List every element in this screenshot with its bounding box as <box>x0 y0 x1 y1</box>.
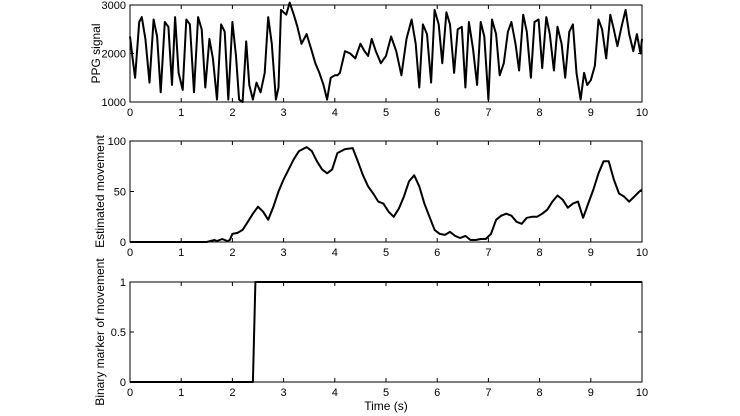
x-tick-label: 4 <box>332 247 338 259</box>
series-binary-marker <box>130 281 642 383</box>
x-tick-label: 1 <box>178 387 184 399</box>
x-tick-label: 2 <box>229 107 235 119</box>
x-tick-label: 10 <box>636 107 648 119</box>
x-tick-label: 6 <box>434 387 440 399</box>
x-tick-label: 5 <box>383 247 389 259</box>
x-tick-label: 8 <box>537 387 543 399</box>
y-tick-label: 2000 <box>102 49 126 61</box>
x-tick-label: 3 <box>281 387 287 399</box>
panel-ppg: 0 1 2 3 4 5 6 7 8 9 10 1000 2000 3000 PPG signal <box>89 0 648 119</box>
x-tick-label: 0 <box>127 107 133 119</box>
ticks-ppg: 0 1 2 3 4 5 6 7 8 9 10 1000 2000 3000 <box>102 0 649 119</box>
x-tick-label: 0 <box>127 247 133 259</box>
x-tick-label: 6 <box>434 107 440 119</box>
y-tick-label: 0.5 <box>111 327 126 339</box>
x-tick-label: 4 <box>332 107 338 119</box>
y-tick-label: 0 <box>120 237 126 249</box>
x-tick-label: 5 <box>383 107 389 119</box>
ylabel-estimated-movement: Estimated movement <box>93 134 107 247</box>
x-tick-label: 1 <box>178 107 184 119</box>
series-ppg-signal <box>129 1 643 103</box>
xlabel-time: Time (s) <box>364 399 408 413</box>
x-tick-label: 2 <box>229 247 235 259</box>
x-tick-label: 9 <box>588 107 594 119</box>
panel-binary-marker: 0 1 2 3 4 5 6 7 8 9 10 0 0.5 1 Binary marker of movem… <box>93 258 648 413</box>
y-tick-label: 100 <box>108 136 126 148</box>
x-tick-label: 0 <box>127 387 133 399</box>
y-tick-label: 1000 <box>102 97 126 109</box>
x-tick-label: 7 <box>485 107 491 119</box>
x-tick-label: 5 <box>383 387 389 399</box>
x-tick-label: 8 <box>537 247 543 259</box>
y-tick-label: 0 <box>120 377 126 389</box>
y-tick-label: 1 <box>120 277 126 289</box>
x-tick-label: 8 <box>537 107 543 119</box>
axes-estimated-movement <box>129 140 643 243</box>
y-tick-label: 50 <box>114 187 126 199</box>
x-tick-label: 3 <box>281 107 287 119</box>
x-tick-label: 9 <box>588 247 594 259</box>
x-tick-label: 10 <box>636 387 648 399</box>
x-tick-label: 10 <box>636 247 648 259</box>
y-tick-label: 3000 <box>102 0 126 12</box>
x-tick-label: 2 <box>229 387 235 399</box>
x-tick-label: 6 <box>434 247 440 259</box>
ylabel-binary-marker: Binary marker of movement <box>93 258 107 406</box>
axes-binary-marker <box>129 281 643 383</box>
series-estimated-movement <box>130 146 643 243</box>
x-tick-label: 7 <box>485 387 491 399</box>
x-tick-label: 7 <box>485 247 491 259</box>
x-tick-label: 1 <box>178 247 184 259</box>
x-tick-label: 9 <box>588 387 594 399</box>
x-tick-label: 3 <box>281 247 287 259</box>
x-tick-label: 4 <box>332 387 338 399</box>
ylabel-ppg: PPG signal <box>89 23 103 83</box>
